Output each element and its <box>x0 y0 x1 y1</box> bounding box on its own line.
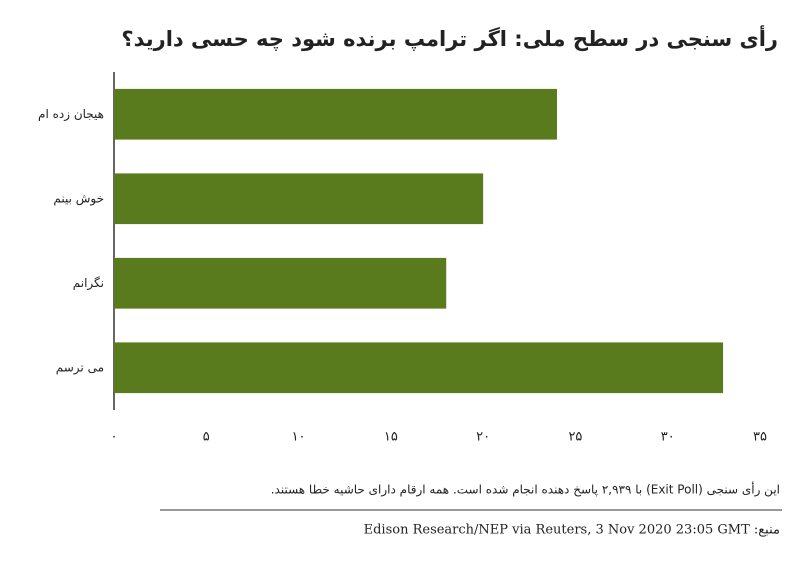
y-tick-label: خوش بینم <box>53 191 104 206</box>
x-tick-label: ۰ <box>111 430 118 445</box>
bar <box>114 88 557 140</box>
y-tick-label: هیجان زده ام <box>38 107 104 122</box>
x-tick-label: ۲۵ <box>568 430 582 445</box>
y-tick-label: می ترسم <box>56 360 104 375</box>
bar <box>114 173 484 225</box>
bar <box>114 257 447 309</box>
footnote: این رأی سنجی (Exit Poll) با ۲,۹۳۹ پاسخ د… <box>271 482 780 498</box>
y-tick-label: نگرانم <box>73 276 104 291</box>
source: منبع: Edison Research/NEP via Reuters, 3… <box>364 523 780 538</box>
chart-title: رأی سنجی در سطح ملی: اگر ترامپ برنده شود… <box>121 24 778 51</box>
x-tick-label: ۳۵ <box>753 430 767 445</box>
bar <box>114 342 724 394</box>
x-tick-label: ۵ <box>203 430 210 445</box>
x-tick-label: ۲۰ <box>476 430 490 445</box>
x-tick-label: ۱۵ <box>384 430 398 445</box>
x-tick-label: ۳۰ <box>661 430 675 445</box>
x-tick-label: ۱۰ <box>292 430 306 445</box>
